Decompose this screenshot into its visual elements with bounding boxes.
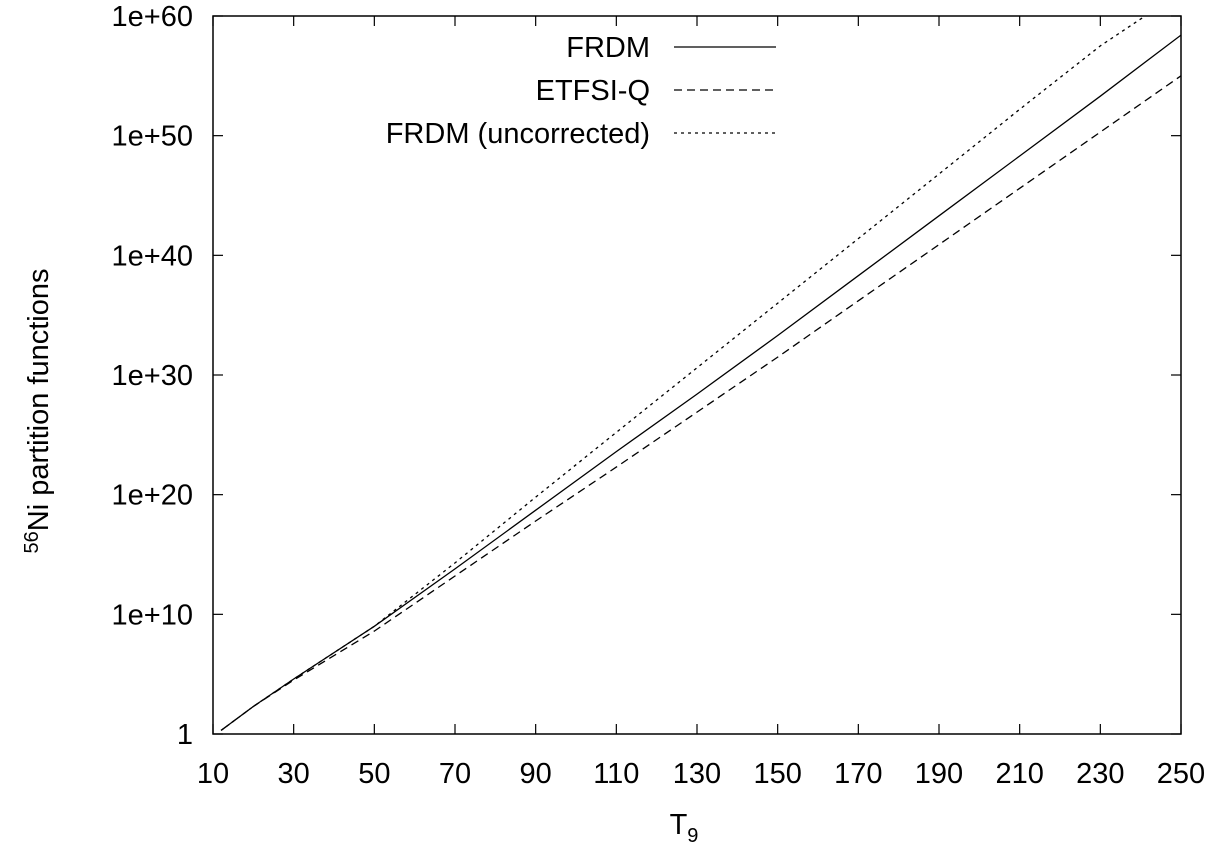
x-tick-label: 10 [197, 758, 229, 790]
tick-labels: 10 30 50 70 90 110 130 150 170 190 210 230 250 1 1e+10… [112, 1, 1206, 790]
y-tick-label: 1e+30 [112, 360, 193, 392]
plot-frame [212, 15, 1182, 735]
y-tick-label: 1e+20 [112, 480, 193, 512]
legend-label-2: ETFSI-Q [536, 75, 650, 107]
legend-label-3: FRDM (uncorrected) [386, 118, 650, 150]
y-axis-label: 56Ni partition functions [21, 269, 55, 554]
ticks-layer [212, 15, 1182, 735]
y-tick-label: 1 [177, 719, 193, 751]
x-axis-label-main: T [670, 809, 688, 841]
x-tick-label: 150 [753, 758, 801, 790]
x-tick-label: 190 [915, 758, 963, 790]
x-tick-label: 230 [1076, 758, 1124, 790]
series-line-2 [220, 75, 1181, 731]
y-tick-label: 1e+50 [112, 121, 193, 153]
y-tick-label: 1e+40 [112, 240, 193, 272]
x-tick-label: 70 [439, 758, 471, 790]
x-tick-label: 110 [593, 758, 639, 790]
x-axis-label-sub: 9 [687, 825, 698, 847]
series-line-3 [220, 16, 1147, 731]
y-tick-label: 1e+10 [112, 599, 193, 631]
x-axis-label: T9 [670, 809, 699, 847]
y-tick-label: 1e+60 [112, 1, 193, 33]
legend-label-1: FRDM [566, 32, 650, 64]
plot-area [212, 15, 1182, 735]
legend: FRDM ETFSI-Q FRDM (uncorrected) [386, 32, 776, 150]
x-tick-label: 210 [995, 758, 1043, 790]
x-tick-label: 30 [278, 758, 310, 790]
x-tick-label: 170 [834, 758, 882, 790]
x-tick-label: 90 [520, 758, 552, 790]
series-layer [220, 16, 1181, 731]
series-line-1 [220, 34, 1181, 731]
x-tick-label: 250 [1157, 758, 1205, 790]
x-tick-label: 50 [358, 758, 390, 790]
y-axis-label-main: Ni partition functions [23, 269, 55, 532]
y-axis-label-sup: 56 [21, 531, 43, 553]
x-tick-label: 130 [673, 758, 721, 790]
